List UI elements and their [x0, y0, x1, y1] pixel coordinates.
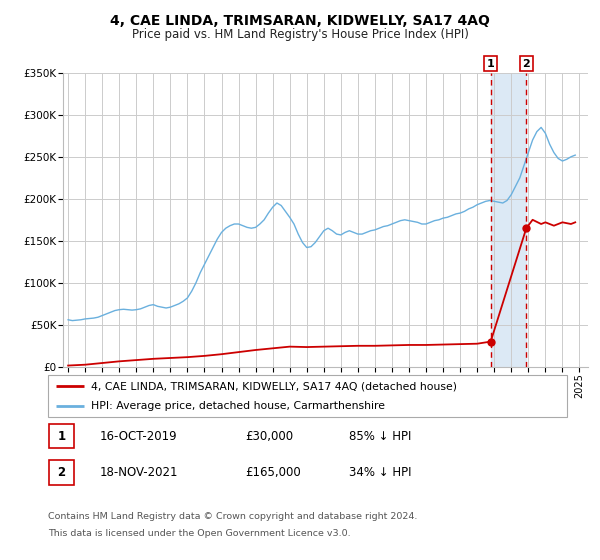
Bar [49, 460, 74, 485]
Text: 34% ↓ HPI: 34% ↓ HPI [349, 466, 412, 479]
Text: HPI: Average price, detached house, Carmarthenshire: HPI: Average price, detached house, Carm… [91, 402, 385, 411]
Text: 4, CAE LINDA, TRIMSARAN, KIDWELLY, SA17 4AQ: 4, CAE LINDA, TRIMSARAN, KIDWELLY, SA17 … [110, 14, 490, 28]
Text: 1: 1 [58, 430, 65, 443]
Text: 85% ↓ HPI: 85% ↓ HPI [349, 430, 412, 443]
Text: Price paid vs. HM Land Registry's House Price Index (HPI): Price paid vs. HM Land Registry's House … [131, 27, 469, 41]
Bar [491, 73, 526, 367]
Text: This data is licensed under the Open Government Licence v3.0.: This data is licensed under the Open Gov… [48, 529, 350, 538]
Text: Contains HM Land Registry data © Crown copyright and database right 2024.: Contains HM Land Registry data © Crown c… [48, 512, 418, 521]
Text: 4, CAE LINDA, TRIMSARAN, KIDWELLY, SA17 4AQ (detached house): 4, CAE LINDA, TRIMSARAN, KIDWELLY, SA17 … [91, 381, 457, 391]
Text: £165,000: £165,000 [245, 466, 301, 479]
Text: 18-NOV-2021: 18-NOV-2021 [100, 466, 178, 479]
Text: 1: 1 [487, 59, 494, 69]
Text: 2: 2 [523, 59, 530, 69]
Text: 2: 2 [58, 466, 65, 479]
Text: £30,000: £30,000 [245, 430, 293, 443]
Bar [49, 424, 74, 449]
Text: 16-OCT-2019: 16-OCT-2019 [100, 430, 178, 443]
